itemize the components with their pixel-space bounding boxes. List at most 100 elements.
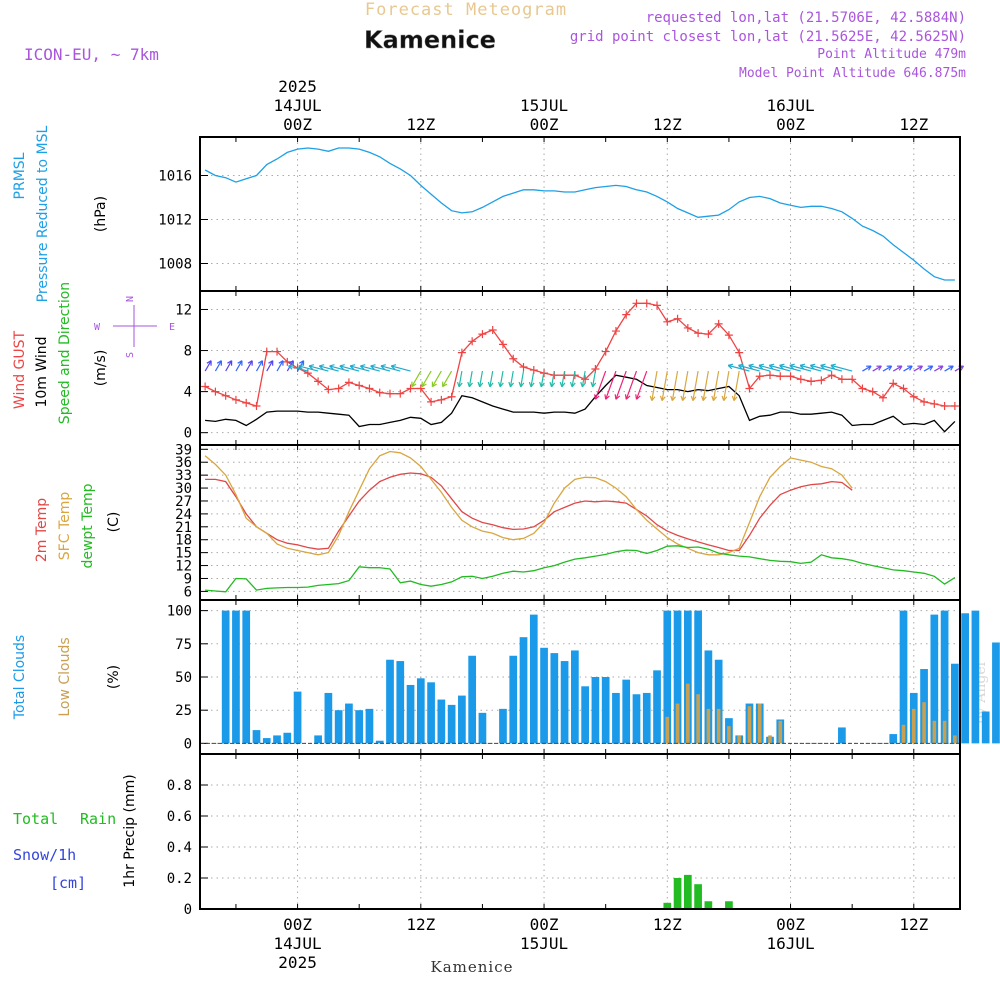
wind-arrow bbox=[594, 370, 607, 400]
wind-arrow-head bbox=[789, 363, 795, 370]
total-cloud-bar bbox=[951, 663, 959, 744]
plot-panels: 1008101210160481269121518212427303336390… bbox=[158, 136, 1000, 918]
total-cloud-bar bbox=[940, 610, 949, 744]
wind-arrow bbox=[276, 360, 284, 372]
low-cloud-bar bbox=[932, 720, 937, 744]
wind-arrow-head bbox=[799, 363, 806, 370]
precip-ytick-label-1: 0.2 bbox=[167, 871, 192, 887]
wind-arrow-head bbox=[477, 381, 484, 388]
gust-marker bbox=[920, 397, 929, 406]
wind-arrow-head bbox=[701, 395, 707, 401]
wind-arrow bbox=[319, 365, 339, 372]
wind-arrow-head bbox=[487, 381, 494, 388]
gust-marker bbox=[611, 327, 620, 336]
top-tick-label: 16JUL bbox=[766, 96, 814, 115]
total-cloud-bar bbox=[930, 614, 939, 744]
wind-arrow bbox=[712, 370, 720, 401]
pressure-ytick-label-0: 1008 bbox=[158, 257, 192, 273]
wind-speed-line bbox=[205, 374, 956, 433]
wind-arrow-head bbox=[594, 394, 600, 400]
gust-marker bbox=[694, 329, 703, 338]
footer-location: Kamenice bbox=[431, 958, 514, 976]
wind-arrow bbox=[266, 360, 274, 372]
total-cloud-bar bbox=[386, 659, 394, 744]
gust-marker bbox=[673, 314, 682, 323]
gust-marker bbox=[231, 395, 240, 404]
bottom-tick-label: 12Z bbox=[899, 915, 928, 934]
wind-arrow-head bbox=[456, 381, 463, 388]
gust-marker bbox=[437, 395, 446, 404]
pressure-labels: PRMSL Pressure Reduced to MSL (hPa) bbox=[12, 125, 109, 302]
total-cloud-bar bbox=[642, 692, 651, 744]
wind-arrow-head bbox=[624, 394, 631, 400]
total-cloud-bar bbox=[612, 692, 620, 744]
gust-marker bbox=[950, 401, 959, 410]
wind-arrow bbox=[758, 364, 781, 372]
dewpt-label: dewpt Temp bbox=[80, 483, 96, 568]
gust-marker bbox=[201, 382, 210, 391]
low-cloud-bar bbox=[737, 735, 741, 744]
wind-arrow bbox=[458, 370, 463, 387]
total-cloud-bar bbox=[324, 692, 333, 744]
wind-ytick-label-1: 4 bbox=[184, 385, 192, 401]
wind-arrow-head bbox=[779, 363, 785, 370]
total-cloud-bar bbox=[992, 642, 1000, 744]
wind-arrow-head bbox=[339, 364, 345, 370]
total-cloud-bar bbox=[663, 610, 672, 744]
gust-marker bbox=[334, 384, 343, 393]
wind-arrow bbox=[468, 370, 473, 387]
wind-arrow-head bbox=[758, 363, 765, 370]
low-cloud-bar bbox=[778, 720, 783, 744]
temp-unit: (C) bbox=[106, 512, 122, 533]
gust-marker bbox=[221, 391, 230, 400]
wind-gust-line bbox=[204, 302, 955, 407]
point-altitude: Point Altitude 479m bbox=[817, 47, 966, 62]
wind-arrow-head bbox=[508, 381, 515, 388]
wind-arrow bbox=[635, 370, 648, 400]
wind-arrow bbox=[329, 365, 350, 372]
gust-marker bbox=[509, 354, 518, 363]
total-cloud-bar bbox=[283, 732, 292, 744]
total-cloud-bar bbox=[221, 610, 230, 744]
model-name: ICON-EU, ~ 7km bbox=[24, 45, 159, 64]
precip-snow-label: Snow/1h bbox=[13, 846, 76, 864]
wind-arrow bbox=[479, 370, 484, 387]
wind-arrow bbox=[892, 365, 903, 372]
wind-arrow-head bbox=[748, 363, 754, 370]
gust-marker bbox=[909, 392, 918, 401]
temp-ytick-label-9: 33 bbox=[175, 468, 192, 484]
wind-arrow-head bbox=[380, 364, 386, 370]
total-cloud-bar bbox=[591, 677, 600, 744]
wind-arrow-head bbox=[318, 364, 325, 370]
gust-marker bbox=[519, 362, 528, 371]
wind-arrow bbox=[903, 365, 913, 372]
wind-arrow bbox=[923, 365, 934, 372]
wind-arrow bbox=[298, 365, 319, 372]
wind-arrow-head bbox=[257, 360, 264, 366]
gust-marker bbox=[786, 372, 795, 381]
bottom-tick-label: 00Z bbox=[283, 915, 312, 934]
total-cloud-bar bbox=[529, 614, 538, 744]
bottom-tick-label: 00Z bbox=[776, 915, 805, 934]
total-cloud-bar bbox=[437, 699, 446, 744]
wind-arrow bbox=[571, 370, 576, 387]
wind-arrow bbox=[225, 360, 233, 372]
total-cloud-bar bbox=[571, 650, 579, 744]
wind-arrow-head bbox=[614, 394, 621, 400]
t2m-label: 2m Temp bbox=[34, 498, 50, 562]
gust-marker bbox=[488, 326, 497, 335]
rain-bar bbox=[663, 902, 672, 909]
gust-marker bbox=[642, 299, 651, 308]
bottom-tick-label: 00Z bbox=[530, 915, 559, 934]
wind-arrow bbox=[561, 370, 566, 387]
pressure-label-2: Pressure Reduced to MSL bbox=[35, 125, 51, 302]
gust-marker bbox=[498, 340, 507, 349]
compass-north: N bbox=[125, 296, 136, 302]
total-cloud-bar bbox=[971, 610, 980, 744]
low-cloud-bar bbox=[716, 708, 721, 744]
clouds-ytick-label-4: 100 bbox=[167, 604, 192, 620]
wind-arrow bbox=[530, 370, 535, 387]
top-tick-label: 12Z bbox=[653, 115, 682, 134]
gust-marker bbox=[324, 385, 333, 394]
wind-arrow-head bbox=[206, 360, 212, 366]
